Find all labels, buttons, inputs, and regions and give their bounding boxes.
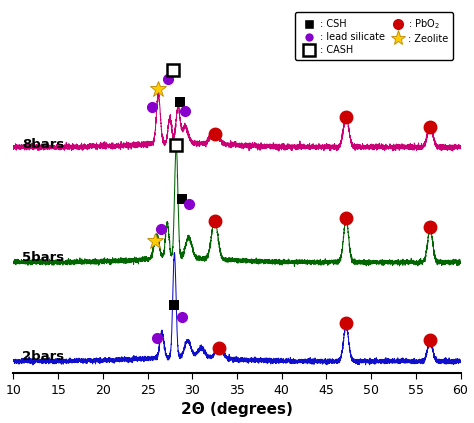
- Text: 2bars: 2bars: [22, 350, 64, 363]
- Legend: : CSH, : lead silicate, : CASH, : PbO$_2$, : Zeolite: : CSH, : lead silicate, : CASH, : PbO$_2…: [295, 12, 454, 60]
- Text: 8bars: 8bars: [22, 138, 64, 151]
- X-axis label: 2Θ (degrees): 2Θ (degrees): [181, 402, 293, 418]
- Text: 5bars: 5bars: [22, 251, 64, 264]
